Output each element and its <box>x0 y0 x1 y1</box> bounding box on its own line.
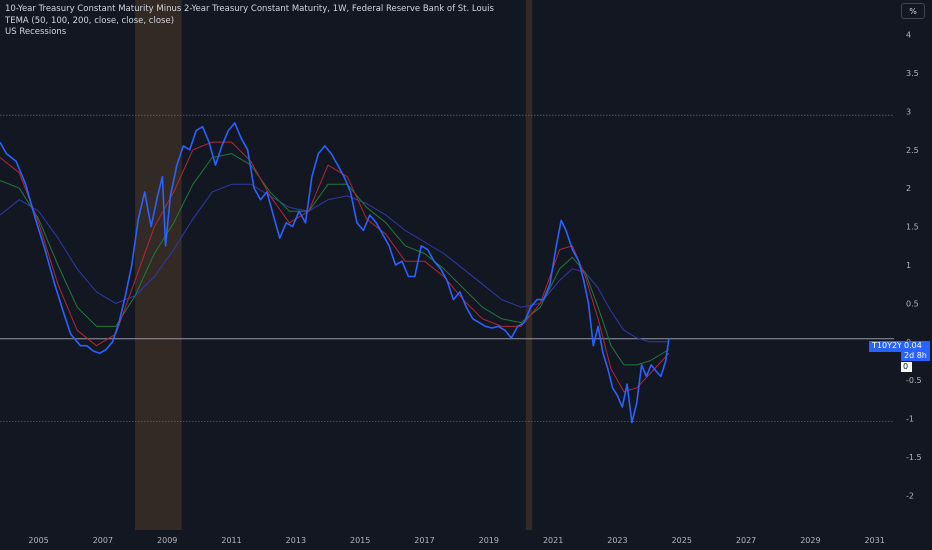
x-tick-label: 2017 <box>414 536 434 545</box>
y-tick-label: 4 <box>906 31 911 40</box>
last-value-tag: 0.04 <box>901 341 930 352</box>
horizontal-lines <box>0 114 894 423</box>
y-tick-label: 2 <box>906 184 911 193</box>
x-tick-label: 2015 <box>350 536 370 545</box>
y-tick-label: 2.5 <box>906 146 919 155</box>
y-tick-label: -1 <box>906 415 914 424</box>
bar-countdown-tag: 2d 8h <box>901 351 930 361</box>
x-axis-ticks: 2005 2007 2009 2011 2013 2015 2017 2019 2021 2023… <box>28 536 884 545</box>
x-tick-label: 2021 <box>543 536 563 545</box>
y-tick-label: 3.5 <box>906 69 919 78</box>
indicator-label[interactable]: TEMA (50, 100, 200, close, close, close) <box>5 15 175 26</box>
x-tick-label: 2009 <box>157 536 177 545</box>
zero-level-tag: 0 <box>901 362 912 372</box>
symbol-price-tag: T10Y2Y <box>869 341 902 352</box>
chart-legend: 10-Year Treasury Constant Maturity Minus… <box>5 4 494 39</box>
x-tick-label: 2027 <box>736 536 756 545</box>
x-tick-label: 2013 <box>286 536 306 545</box>
x-tick-label: 2011 <box>221 536 241 545</box>
chart-title[interactable]: 10-Year Treasury Constant Maturity Minus… <box>5 4 494 14</box>
recession-band-0 <box>135 0 182 530</box>
x-tick-label: 2029 <box>800 536 820 545</box>
x-tick-label: 2031 <box>865 536 885 545</box>
recession-bands <box>135 0 533 530</box>
recession-band-1 <box>525 0 533 530</box>
x-tick-label: 2019 <box>479 536 499 545</box>
y-tick-label: 3 <box>906 107 911 116</box>
series-line-0 <box>0 122 670 424</box>
x-tick-label: 2005 <box>28 536 48 545</box>
series-lines <box>0 122 670 424</box>
y-axis-ticks: 43.532.521.510.50-0.5-1-1.5-2 <box>906 31 922 501</box>
y-tick-label: 1.5 <box>906 223 919 232</box>
y-tick-label: -1.5 <box>906 453 922 462</box>
y-tick-label: -0.5 <box>906 376 922 385</box>
x-tick-label: 2025 <box>672 536 692 545</box>
y-tick-label: -2 <box>906 491 914 500</box>
y-tick-label: 0.5 <box>906 299 919 308</box>
x-tick-label: 2023 <box>607 536 627 545</box>
y-tick-label: 1 <box>906 261 911 270</box>
overlay-label[interactable]: US Recessions <box>5 27 67 37</box>
percent-scale-button[interactable]: % <box>901 3 925 19</box>
x-tick-label: 2007 <box>93 536 113 545</box>
series-line-1 <box>0 141 670 393</box>
